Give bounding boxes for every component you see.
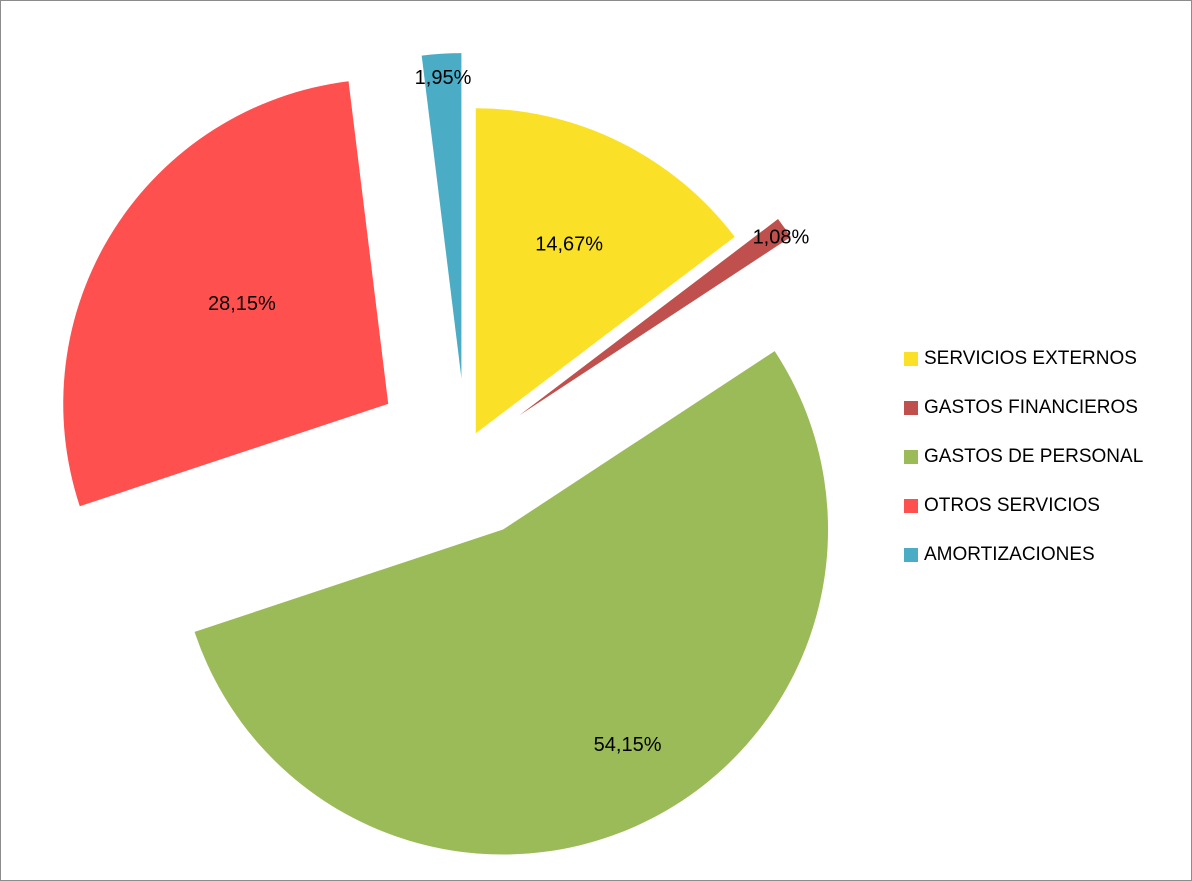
legend-label: OTROS SERVICIOS: [924, 494, 1100, 516]
legend-swatch: [904, 547, 918, 562]
legend-label: AMORTIZACIONES: [924, 543, 1095, 565]
data-label-gastos-financieros: 1,08%: [753, 226, 810, 248]
legend-label: GASTOS FINANCIEROS: [924, 396, 1138, 418]
pie-slice-servicios-externos: [475, 108, 735, 434]
data-label-servicios-externos: 14,67%: [535, 233, 603, 255]
legend-swatch: [904, 449, 918, 464]
legend-item-otros-servicios: OTROS SERVICIOS: [904, 481, 1184, 530]
pie-slice-otros-servicios: [63, 81, 389, 507]
data-label-otros-servicios: 28,15%: [208, 293, 276, 315]
legend-item-servicios-externos: SERVICIOS EXTERNOS: [904, 334, 1184, 383]
legend-swatch: [904, 400, 918, 415]
legend-swatch: [904, 498, 918, 513]
pie-slice-gastos-financieros: [519, 219, 791, 416]
legend: SERVICIOS EXTERNOS GASTOS FINANCIEROS GA…: [904, 334, 1184, 579]
legend-label: GASTOS DE PERSONAL: [924, 445, 1144, 467]
pie-slice-amortizaciones: [421, 53, 462, 379]
legend-swatch: [904, 351, 918, 366]
pie-slice-gastos-de-personal: [194, 351, 829, 855]
data-label-gastos-de-personal: 54,15%: [594, 734, 662, 756]
legend-item-gastos-de-personal: GASTOS DE PERSONAL: [904, 432, 1184, 481]
legend-label: SERVICIOS EXTERNOS: [924, 347, 1137, 369]
legend-item-amortizaciones: AMORTIZACIONES: [904, 530, 1184, 579]
data-label-amortizaciones: 1,95%: [415, 67, 472, 89]
legend-item-gastos-financieros: GASTOS FINANCIEROS: [904, 383, 1184, 432]
